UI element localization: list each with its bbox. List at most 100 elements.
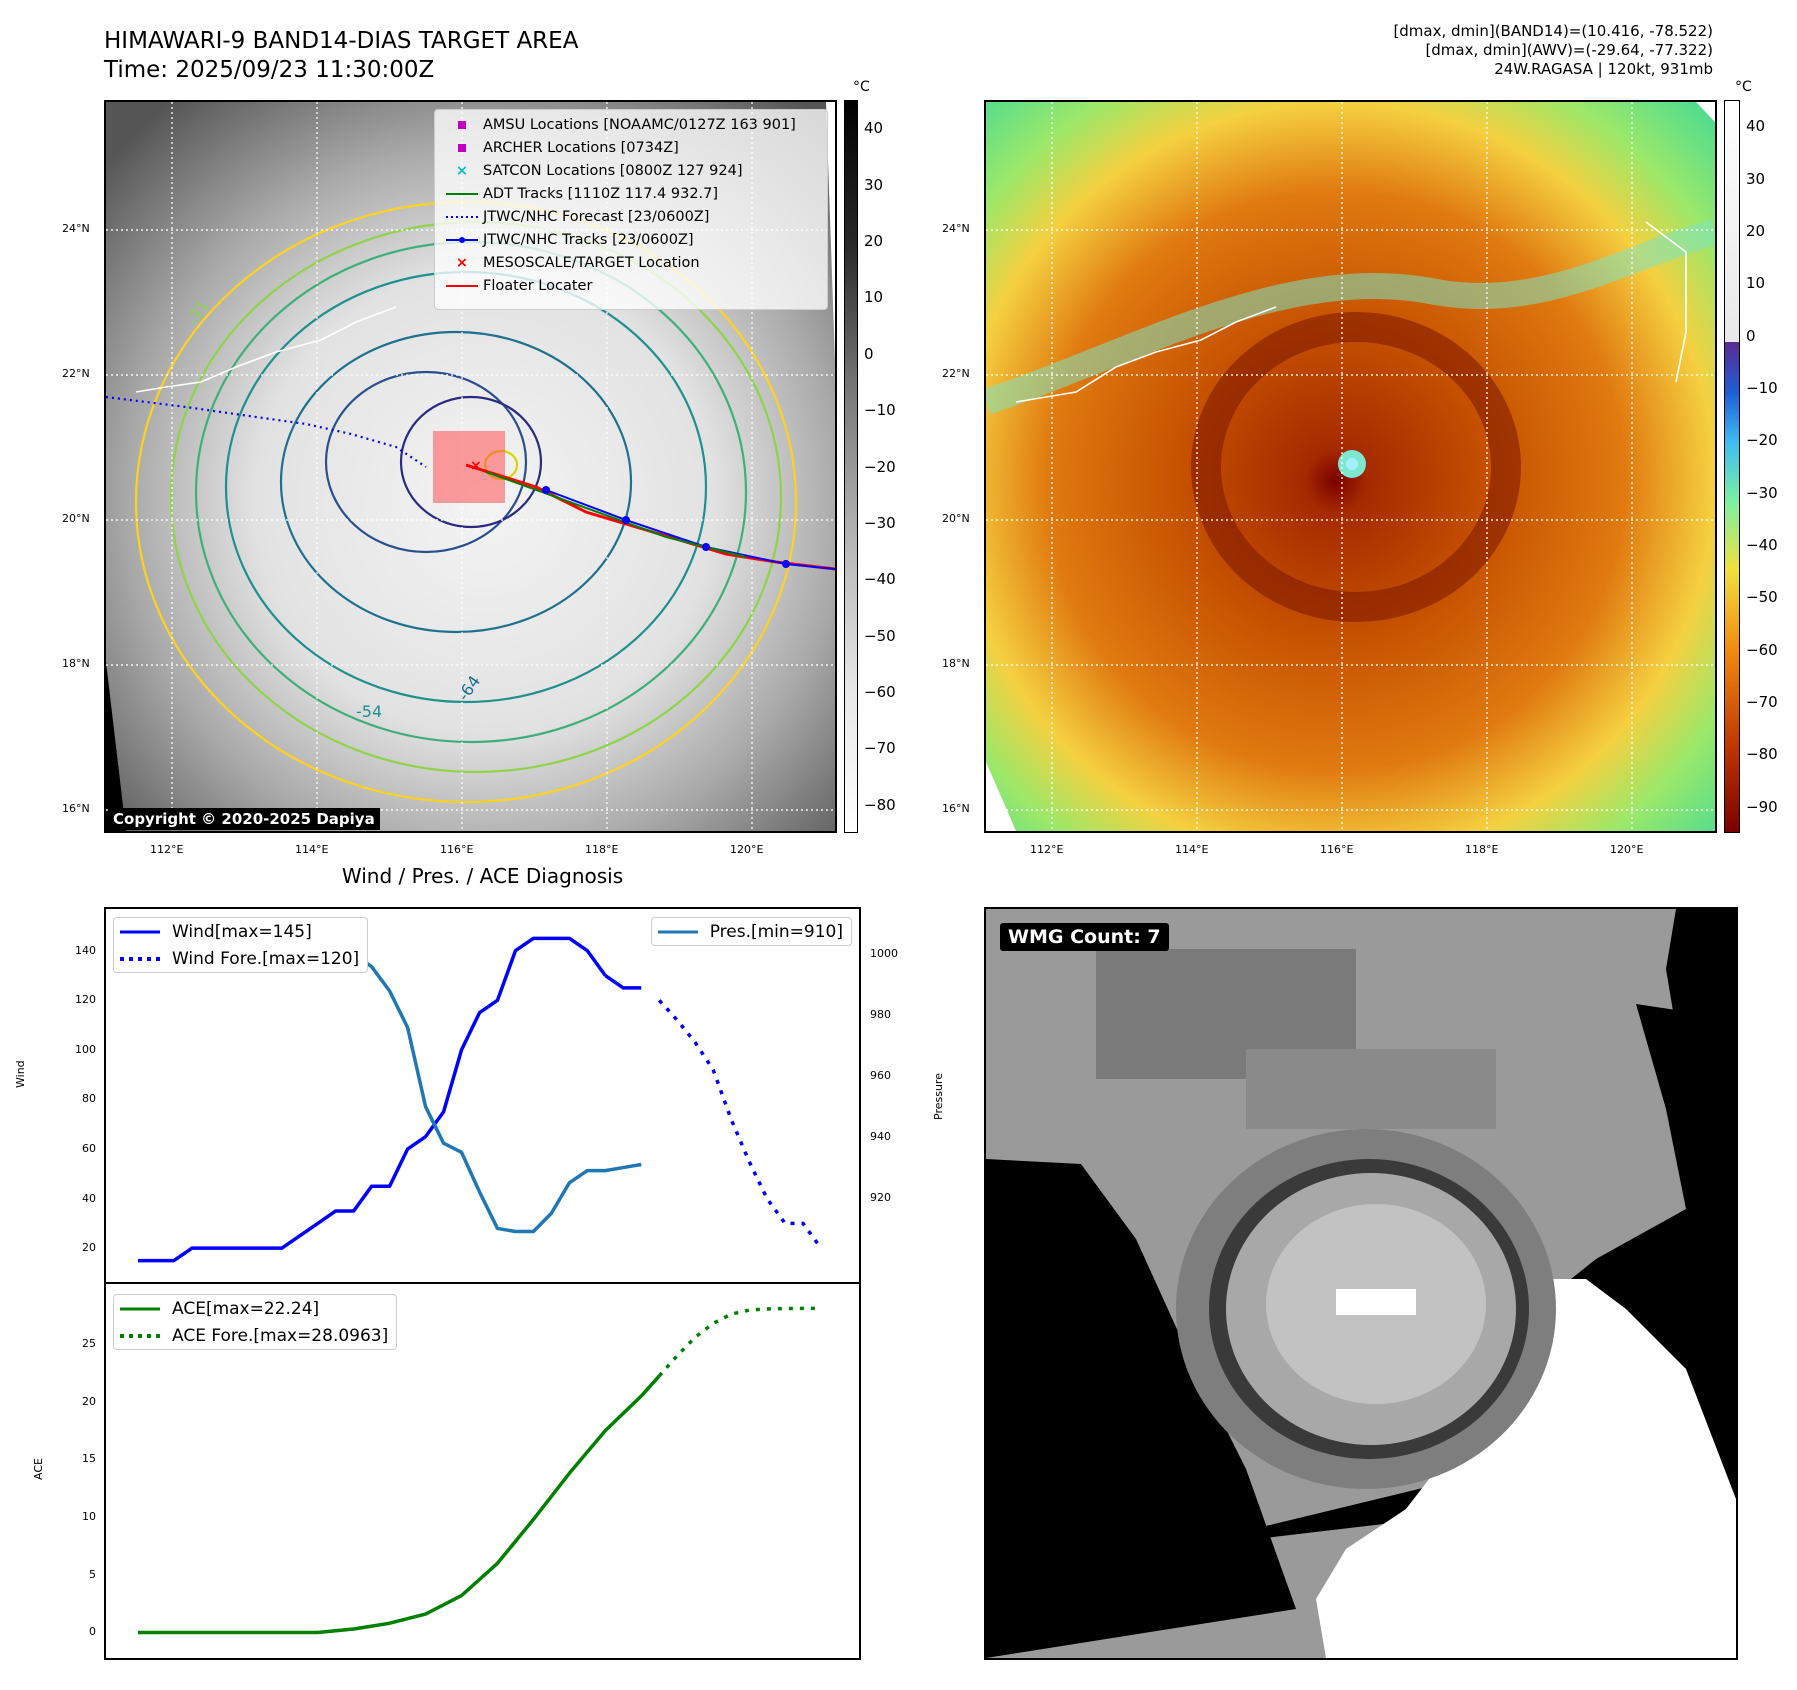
legend-item-satcon: × SATCON Locations [0800Z 127 924] [435, 159, 827, 182]
wmg-panel: WMG Count: 7 [984, 907, 1738, 1660]
wmg-image [986, 909, 1736, 1658]
colorbar-tick-label: −10 [1746, 378, 1778, 397]
colorbar-tick-label: −20 [864, 457, 896, 476]
colorbar-tick-label: −30 [864, 513, 896, 532]
axis-tick-label: 80 [82, 1092, 96, 1106]
axis-tick-label: 0 [89, 1625, 96, 1639]
copyright-label: Copyright © 2020-2025 Dapiya [108, 808, 380, 830]
lat-label: 22°N [942, 367, 970, 380]
legend-item-adt: ADT Tracks [1110Z 117.4 932.7] [435, 182, 827, 205]
square-marker-icon [441, 142, 483, 154]
solid-line-icon [657, 930, 698, 933]
axis-tick-label: 20 [82, 1241, 96, 1255]
colorbar-tick-label: −50 [1746, 588, 1778, 607]
x-marker-icon: × [455, 254, 469, 271]
axis-tick-label: 980 [870, 1008, 891, 1022]
series-line [138, 1374, 661, 1635]
legend-wind: Wind[max=145] [114, 918, 367, 945]
legend-item-archer: ARCHER Locations [0734Z] [435, 136, 827, 159]
colorbar-tick-label: −20 [1746, 431, 1778, 450]
lat-label: 20°N [942, 512, 970, 525]
lon-label: 112°E [150, 843, 184, 856]
dotted-line-icon [120, 956, 160, 961]
figure-info: [dmax, dmin](BAND14)=(10.416, -78.522) [… [1393, 22, 1713, 79]
axis-tick-label: 10 [82, 1510, 96, 1524]
colorbar-tick-label: −60 [864, 683, 896, 702]
info-line-3: 24W.RAGASA | 120kt, 931mb [1494, 60, 1713, 78]
square-marker-icon [441, 119, 483, 131]
lon-label: 112°E [1030, 843, 1064, 856]
colorbar-tick-label: −70 [1746, 693, 1778, 712]
lat-label: 16°N [942, 802, 970, 815]
legend-item-forecast: JTWC/NHC Forecast [23/0600Z] [435, 205, 827, 228]
colorbar-tick-label: 10 [1746, 274, 1766, 293]
colorbar-tick-label: 10 [864, 288, 884, 307]
lat-label: 18°N [62, 657, 90, 670]
colorbar-tick-label: −80 [1746, 745, 1778, 764]
line-marker-icon [441, 191, 483, 197]
color-colorbar [1724, 100, 1740, 833]
colorbar-tick-label: 30 [1746, 169, 1766, 188]
colorbar-tick-label: −80 [864, 795, 896, 814]
lon-label: 114°E [1175, 843, 1209, 856]
legend-item-amsu: AMSU Locations [NOAAMC/0127Z 163 901] [435, 113, 827, 136]
axis-tick-label: 100 [75, 1042, 96, 1056]
dotted-line-icon [120, 1333, 160, 1338]
lat-label: 24°N [942, 222, 970, 235]
svg-text:×: × [470, 458, 482, 474]
diagnosis-title: Wind / Pres. / ACE Diagnosis [341, 864, 624, 888]
ir-colorbar-unit: °C [853, 79, 870, 95]
colorbar-tick-label: −30 [1746, 483, 1778, 502]
title-line-2: Time: 2025/09/23 11:30:00Z [104, 57, 435, 83]
color-ir-map-image [986, 102, 1715, 831]
lat-label: 22°N [62, 367, 90, 380]
colorbar-tick-label: 40 [864, 119, 884, 138]
colorbar-tick-label: 0 [1746, 326, 1756, 345]
wind-legend: Wind[max=145] Wind Fore.[max=120] [113, 917, 369, 973]
solid-line-icon [120, 1307, 160, 1310]
ir-map-panel: × -64 -54 -31 AMSU Locations [NOAAMC/012… [104, 100, 837, 833]
title-line-1: HIMAWARI-9 BAND14-DIAS TARGET AREA [104, 28, 579, 54]
axis-tick-label: 15 [82, 1452, 96, 1466]
colorbar-tick-label: −70 [864, 739, 896, 758]
contour-label-54: -54 [356, 702, 382, 721]
axis-tick-label: 140 [75, 943, 96, 957]
colorbar-tick-label: −10 [864, 401, 896, 420]
axis-tick-label: 1000 [870, 947, 898, 961]
line-marker-icon [441, 283, 483, 289]
ir-colorbar [844, 100, 858, 833]
colorbar-tick-label: −40 [864, 570, 896, 589]
color-colorbar-unit: °C [1735, 79, 1752, 95]
legend-pressure: Pres.[min=910] [652, 918, 851, 945]
pressure-legend: Pres.[min=910] [650, 917, 852, 946]
line-dot-icon [441, 236, 483, 244]
colorbar-tick-label: 30 [864, 175, 884, 194]
legend-wind-fore: Wind Fore.[max=120] [114, 945, 367, 972]
wmg-count-label: WMG Count: 7 [1000, 923, 1169, 951]
series-line [138, 936, 607, 1263]
lon-label: 120°E [730, 843, 764, 856]
colorbar-tick-label: 0 [864, 344, 874, 363]
colorbar-tick-label: 20 [864, 231, 884, 250]
colorbar-tick-label: −90 [1746, 797, 1778, 816]
legend-ace: ACE[max=22.24] [114, 1295, 396, 1322]
ace-plot [138, 1306, 821, 1635]
colorbar-tick-label: 40 [1746, 117, 1766, 136]
figure-title: HIMAWARI-9 BAND14-DIAS TARGET AREA Time:… [104, 27, 578, 85]
colorbar-tick-label: −60 [1746, 640, 1778, 659]
colorbar-tick-label: −40 [1746, 536, 1778, 555]
axis-tick-label: 40 [82, 1191, 96, 1205]
legend-item-mesoscale: × MESOSCALE/TARGET Location [435, 251, 827, 274]
ace-panel: ACE[max=22.24] ACE Fore.[max=28.0963] [104, 1282, 861, 1660]
axis-tick-label: 920 [870, 1190, 891, 1204]
legend-item-tracks: JTWC/NHC Tracks [23/0600Z] [435, 228, 827, 251]
axis-tick-label: 960 [870, 1069, 891, 1083]
wind-axis-label: Wind [14, 1060, 27, 1088]
axis-tick-label: 5 [89, 1567, 96, 1581]
lon-label: 118°E [1465, 843, 1499, 856]
lon-label: 116°E [440, 843, 474, 856]
axis-tick-label: 25 [82, 1337, 96, 1351]
axis-tick-label: 60 [82, 1142, 96, 1156]
axis-tick-label: 20 [82, 1394, 96, 1408]
lat-label: 20°N [62, 512, 90, 525]
